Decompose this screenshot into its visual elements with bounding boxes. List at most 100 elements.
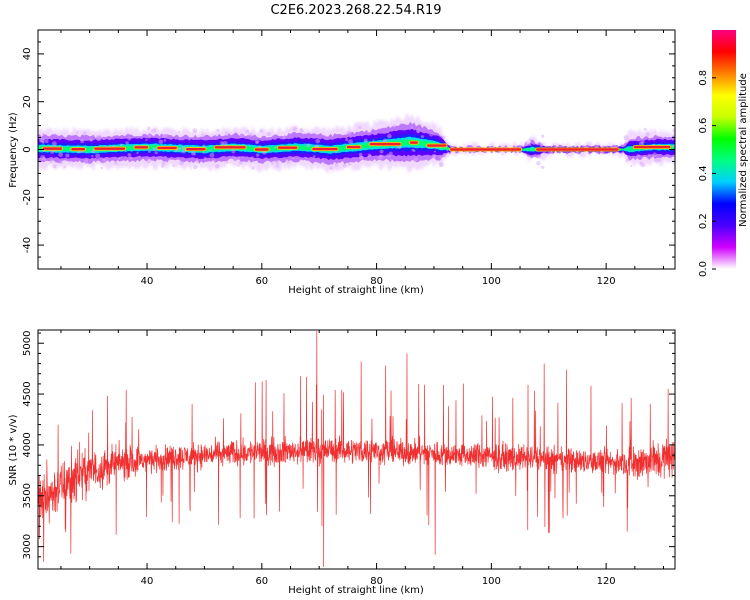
- spectrogram-speckle: [348, 139, 353, 145]
- spectrogram-y-tick-label: -20: [22, 189, 33, 205]
- spectrogram-speckle: [652, 152, 657, 157]
- spectrogram-speckle: [625, 158, 629, 162]
- spectrogram-y-tick-label: 0: [22, 146, 33, 152]
- spectrogram-y-axis-label: Frequency (Hz): [8, 112, 19, 188]
- spectrogram-speckle: [178, 130, 181, 133]
- spectrogram-speckle: [81, 150, 84, 154]
- spectrogram-speckle: [58, 152, 63, 158]
- spectrogram-speckle: [238, 160, 243, 165]
- spectrogram-speckle: [439, 155, 443, 160]
- snr-y-tick-label: 4500: [22, 381, 33, 406]
- spectrogram-speckle: [63, 165, 67, 169]
- spectrogram-speckle: [630, 164, 633, 167]
- spectrogram-speckle: [251, 166, 256, 170]
- snr-y-axis-label: SNR (10 * v/v): [8, 414, 19, 485]
- spectrogram-speckle: [540, 165, 543, 169]
- spectrogram-speckle: [379, 149, 384, 154]
- snr-x-tick-label: 120: [597, 576, 616, 587]
- spectrogram-speckle: [442, 135, 446, 139]
- snr-series-line: [38, 330, 675, 568]
- spectrogram-y-tick-label: -40: [22, 237, 33, 253]
- spectrogram-speckle: [202, 144, 206, 148]
- spectrogram-speckle: [152, 147, 157, 152]
- spectrogram-speckle: [95, 153, 101, 159]
- spectrogram-speckle: [95, 135, 100, 140]
- spectrogram-speckle: [529, 144, 532, 147]
- colorbar-tick-label: 0.8: [698, 70, 709, 86]
- spectrogram-speckle: [539, 143, 544, 147]
- spectrogram-x-tick-label: 60: [255, 276, 268, 287]
- snr-y-tick-label: 5000: [22, 330, 33, 355]
- spectrogram-speckle: [442, 153, 447, 158]
- spectrogram-speckle: [147, 133, 152, 138]
- spectrogram-speckle: [259, 129, 263, 133]
- spectrogram-speckle: [102, 157, 106, 162]
- snr-x-tick-label: 40: [141, 576, 154, 587]
- spectrogram-speckle: [329, 166, 333, 170]
- spectrogram-speckle: [182, 145, 186, 149]
- spectrogram-speckle: [222, 141, 228, 147]
- spectrogram-speckle: [224, 131, 229, 136]
- spectrogram-speckle: [413, 157, 418, 162]
- spectrogram-speckle: [446, 149, 449, 152]
- spectrogram-speckle: [80, 139, 85, 144]
- spectrogram-speckle: [410, 126, 414, 129]
- spectrogram-speckle: [172, 165, 175, 168]
- spectrogram-speckle: [345, 138, 349, 142]
- spectrogram-speckle: [113, 161, 118, 165]
- spectrogram-speckle: [154, 151, 158, 155]
- spectrogram-speckle: [389, 158, 393, 162]
- spectrogram-speckle: [363, 138, 368, 143]
- spectrogram-speckle: [671, 144, 675, 148]
- spectrogram-speckle: [232, 156, 238, 162]
- spectrogram-speckle: [359, 155, 363, 160]
- spectrogram-speckle: [255, 153, 260, 157]
- spectrogram-speckle: [102, 137, 105, 140]
- spectrogram-speckle: [195, 159, 199, 163]
- spectrogram-speckle: [89, 138, 93, 142]
- spectrogram-speckle: [201, 133, 205, 136]
- spectrogram-speckle: [208, 148, 212, 152]
- spectrogram-speckle: [231, 149, 236, 154]
- spectrogram-speckle: [367, 153, 372, 157]
- chart-title: C2E6.2023.268.22.54.R19: [270, 3, 441, 18]
- spectrogram-speckle: [643, 127, 647, 131]
- spectrogram-speckle: [334, 163, 339, 167]
- spectrogram-speckle: [342, 163, 347, 168]
- spectrogram-speckle: [524, 140, 529, 146]
- spectrogram-speckle: [42, 132, 45, 136]
- spectrogram-speckle: [292, 126, 297, 132]
- spectrogram-speckle: [179, 160, 185, 166]
- spectrogram-speckle: [358, 125, 362, 130]
- spectrogram-speckle: [438, 162, 444, 168]
- spectrogram-speckle: [49, 160, 53, 164]
- spectrogram-speckle: [202, 151, 205, 154]
- spectrogram-speckle: [213, 159, 217, 163]
- snr-x-tick-label: 80: [370, 576, 383, 587]
- spectrogram-speckle: [129, 157, 132, 160]
- snr-x-tick-label: 100: [482, 576, 501, 587]
- spectrogram-speckle: [147, 150, 151, 153]
- snr-panel: 40 60 80 100 120 3000 3500 4000 4500 5000 Height …: [8, 329, 676, 596]
- spectrogram-speckle: [286, 159, 290, 164]
- spectrogram-speckle: [191, 150, 196, 156]
- spectrogram-speckle: [266, 132, 271, 137]
- spectrogram-speckle: [75, 131, 79, 134]
- spectrogram-speckle: [248, 132, 253, 137]
- spectrogram-speckle: [672, 128, 675, 133]
- spectrogram-speckle: [315, 138, 321, 144]
- spectrogram-speckle: [273, 146, 276, 149]
- spectrogram-speckle: [657, 158, 662, 163]
- colorbar-gradient: [712, 30, 736, 269]
- spectrogram-speckle: [203, 156, 207, 160]
- spectrogram-x-tick-label: 120: [597, 276, 616, 287]
- spectrogram-speckle: [216, 128, 220, 132]
- spectrogram-speckle: [306, 143, 311, 148]
- colorbar-tick-label: 0.6: [698, 118, 709, 134]
- colorbar: 0.0 0.2 0.4 0.6 0.8 Normalized spectral ampl…: [698, 30, 749, 277]
- spectrogram-speckle: [334, 150, 337, 154]
- spectrogram-x-tick-label: 100: [482, 276, 501, 287]
- spectrogram-speckle: [164, 133, 168, 138]
- spectrogram-speckle: [117, 157, 121, 160]
- spectrogram-speckle: [177, 147, 182, 151]
